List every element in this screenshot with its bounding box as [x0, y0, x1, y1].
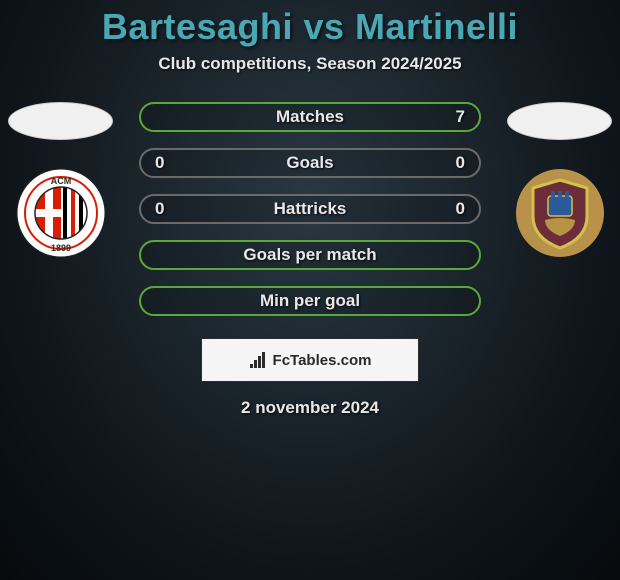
stat-label: Matches — [276, 107, 344, 127]
footer-brand-box: FcTables.com — [201, 338, 419, 382]
footer-brand-text: FcTables.com — [273, 352, 372, 369]
stat-rows: Matches 7 Goals 0 0 Hattricks 0 0 Goals per matc… — [139, 102, 481, 316]
right-club-badge — [515, 168, 605, 258]
svg-text:ACM: ACM — [50, 176, 71, 186]
svg-text:1899: 1899 — [50, 243, 70, 253]
stats-area: ACM 1899 Matches 7 Goals 0 0 Hattricks 0 0 Goals — [0, 102, 620, 316]
stat-value-right: 0 — [456, 199, 465, 219]
stat-value-left: 0 — [155, 199, 164, 219]
stat-label: Goals per match — [243, 245, 376, 265]
stat-row: Matches 7 — [139, 102, 481, 132]
stat-value-right: 7 — [456, 107, 465, 127]
fctables-logo-icon — [249, 351, 267, 369]
stat-label: Min per goal — [260, 291, 360, 311]
left-player-ellipse — [8, 102, 113, 140]
stat-row: Goals per match — [139, 240, 481, 270]
right-player-ellipse — [507, 102, 612, 140]
page-title: Bartesaghi vs Martinelli — [102, 6, 518, 48]
stat-label: Hattricks — [274, 199, 347, 219]
stat-row: Min per goal — [139, 286, 481, 316]
left-player-column: ACM 1899 — [8, 102, 113, 258]
right-player-column — [507, 102, 612, 258]
subtitle: Club competitions, Season 2024/2025 — [158, 54, 461, 74]
stat-row: Hattricks 0 0 — [139, 194, 481, 224]
date-text: 2 november 2024 — [241, 398, 379, 418]
stat-label: Goals — [286, 153, 333, 173]
stat-value-left: 0 — [155, 153, 164, 173]
stat-value-right: 0 — [456, 153, 465, 173]
stat-row: Goals 0 0 — [139, 148, 481, 178]
left-club-badge: ACM 1899 — [16, 168, 106, 258]
